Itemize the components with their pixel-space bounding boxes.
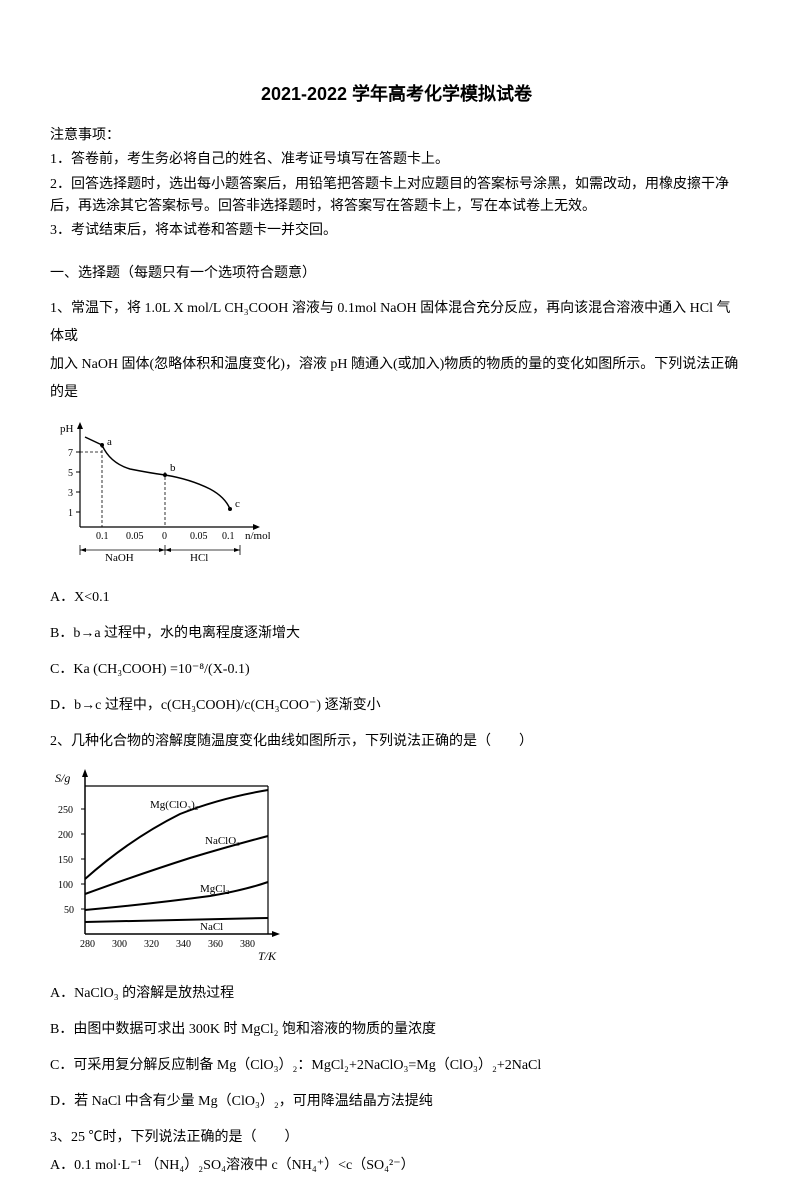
notice-item-1: 1．答卷前，考生务必将自己的姓名、准考证号填写在答题卡上。 <box>50 149 743 171</box>
svg-text:3: 3 <box>68 488 73 499</box>
svg-text:100: 100 <box>58 880 73 891</box>
svg-text:1: 1 <box>68 508 73 519</box>
chart-2-solubility: S/g 50 100 150 200 250 280 300 320 340 3… <box>50 764 743 972</box>
svg-text:380: 380 <box>240 939 255 950</box>
svg-text:0.1: 0.1 <box>222 531 235 542</box>
svg-text:0.05: 0.05 <box>190 531 208 542</box>
svg-text:340: 340 <box>176 939 191 950</box>
q3-option-a: A．0.1 mol·L⁻¹ （NH₄）₂SO₄溶液中 c（NH₄⁺）<c（SO₄… <box>50 1152 743 1180</box>
svg-text:320: 320 <box>144 939 159 950</box>
q1-prompt-b: 加入 NaOH 固体(忽略体积和温度变化)，溶液 pH 随通入(或加入)物质的物… <box>50 351 743 407</box>
svg-text:0.1: 0.1 <box>96 531 109 542</box>
svg-text:250: 250 <box>58 805 73 816</box>
notice-item-3: 3．考试结束后，将本试卷和答题卡一并交回。 <box>50 220 743 242</box>
q1-option-b: B．b→a 过程中，水的电离程度逐渐增大 <box>50 620 743 648</box>
svg-text:5: 5 <box>68 468 73 479</box>
q3-prompt: 3、25 ℃时，下列说法正确的是（ ） <box>50 1124 743 1152</box>
notice-item-2: 2．回答选择题时，选出每小题答案后，用铅笔把答题卡上对应题目的答案标号涂黑，如需… <box>50 174 743 219</box>
svg-text:360: 360 <box>208 939 223 950</box>
svg-text:300: 300 <box>112 939 127 950</box>
svg-text:n/mol: n/mol <box>245 530 270 542</box>
section-1-header: 一、选择题（每题只有一个选项符合题意） <box>50 263 743 285</box>
svg-text:NaClO₃: NaClO₃ <box>205 835 240 847</box>
q1-option-d: D．b→c 过程中，c(CH₃COOH)/c(CH₃COO⁻) 逐渐变小 <box>50 692 743 720</box>
svg-text:T/K: T/K <box>258 949 277 963</box>
svg-text:0.05: 0.05 <box>126 531 144 542</box>
question-1: 1、常温下，将 1.0L X mol/L CH₃COOH 溶液与 0.1mol … <box>50 295 743 407</box>
svg-text:150: 150 <box>58 855 73 866</box>
svg-text:HCl: HCl <box>190 552 208 564</box>
notice-header: 注意事项： <box>50 125 743 147</box>
svg-text:NaCl: NaCl <box>200 921 223 933</box>
q2-option-a: A．NaClO₃ 的溶解是放热过程 <box>50 980 743 1008</box>
svg-text:NaOH: NaOH <box>105 552 134 564</box>
q1-option-a: A．X<0.1 <box>50 584 743 612</box>
svg-text:b: b <box>170 462 176 474</box>
svg-text:Mg(ClO₃)₂: Mg(ClO₃)₂ <box>150 799 199 811</box>
svg-text:pH: pH <box>60 423 74 435</box>
svg-text:c: c <box>235 498 240 510</box>
svg-text:280: 280 <box>80 939 95 950</box>
svg-text:200: 200 <box>58 830 73 841</box>
q2-option-b: B．由图中数据可求出 300K 时 MgCl₂ 饱和溶液的物质的量浓度 <box>50 1016 743 1044</box>
svg-text:a: a <box>107 436 112 448</box>
q2-option-d: D．若 NaCl 中含有少量 Mg（ClO₃）₂，可用降温结晶方法提纯 <box>50 1088 743 1116</box>
q1-prompt-a: 1、常温下，将 1.0L X mol/L CH₃COOH 溶液与 0.1mol … <box>50 295 743 351</box>
svg-text:7: 7 <box>68 448 73 459</box>
svg-text:S/g: S/g <box>55 771 70 785</box>
svg-text:MgCl₂: MgCl₂ <box>200 883 230 895</box>
page-title: 2021-2022 学年高考化学模拟试卷 <box>50 80 743 109</box>
svg-text:0: 0 <box>162 531 167 542</box>
q2-option-c: C．可采用复分解反应制备 Mg（ClO₃）₂：MgCl₂+2NaClO₃=Mg（… <box>50 1052 743 1080</box>
q2-prompt: 2、几种化合物的溶解度随温度变化曲线如图所示，下列说法正确的是（ ） <box>50 728 743 756</box>
q1-option-c: C．Ka (CH₃COOH) =10⁻⁸/(X-0.1) <box>50 656 743 684</box>
chart-1-ph-curve: 1 3 5 7 pH 0.1 0.05 0 0.05 0.1 n/mol a b… <box>50 417 743 575</box>
svg-text:50: 50 <box>64 905 74 916</box>
